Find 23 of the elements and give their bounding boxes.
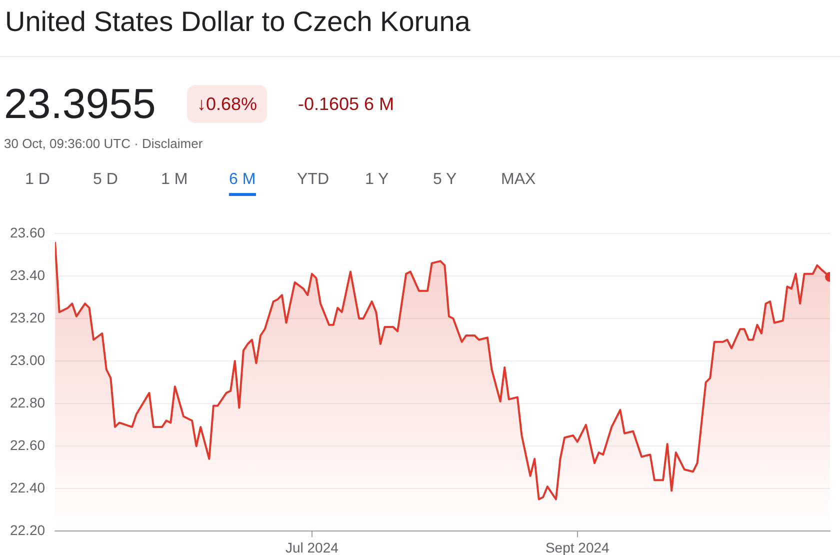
text: YTD [297,171,329,190]
text: 1 M [161,171,188,190]
text: 5 D [93,171,118,190]
y-tick-label: 22.40 [10,480,46,496]
y-tick-label: 23.40 [10,266,46,283]
text: 5 Y [433,171,457,190]
y-tick-label: 23.20 [10,309,46,326]
chart-title: United States Dollar to Czech Koruna [5,6,470,38]
text: 1 Y [365,171,389,190]
y-tick-label: 22.60 [10,436,46,453]
y-tick-label: 22.20 [10,522,46,538]
text: 23.3955 [4,80,156,128]
text: 30 Oct, 09:36:00 UTC · Disclaimer [4,136,203,151]
y-tick-label: 23.60 [10,224,46,240]
text: 6 M [229,171,256,196]
text: MAX [501,171,536,190]
x-tick-label: Jul 2024 [285,539,339,555]
text: 1 D [25,171,50,190]
text: ↓0.68% [187,85,268,123]
text: -0.1605 6 M [298,93,394,116]
x-tick-label: Sept 2024 [545,539,610,555]
y-tick-label: 23.00 [10,352,46,368]
y-tick-label: 22.80 [10,394,46,410]
